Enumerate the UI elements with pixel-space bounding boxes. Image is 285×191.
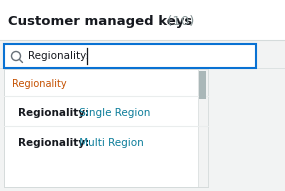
FancyBboxPatch shape <box>4 44 256 68</box>
FancyBboxPatch shape <box>198 69 208 187</box>
Text: Single Region: Single Region <box>76 108 150 118</box>
Text: Multi Region: Multi Region <box>76 138 144 148</box>
FancyBboxPatch shape <box>256 44 285 68</box>
FancyBboxPatch shape <box>199 71 206 99</box>
Text: Regionality:: Regionality: <box>18 108 89 118</box>
Text: Regionality:: Regionality: <box>28 51 92 61</box>
Text: Customer managed keys: Customer managed keys <box>8 15 192 28</box>
FancyBboxPatch shape <box>0 0 285 40</box>
Text: Regionality:: Regionality: <box>18 138 89 148</box>
Text: Regionality: Regionality <box>12 79 67 89</box>
Text: (10): (10) <box>163 15 194 28</box>
FancyBboxPatch shape <box>4 69 208 187</box>
